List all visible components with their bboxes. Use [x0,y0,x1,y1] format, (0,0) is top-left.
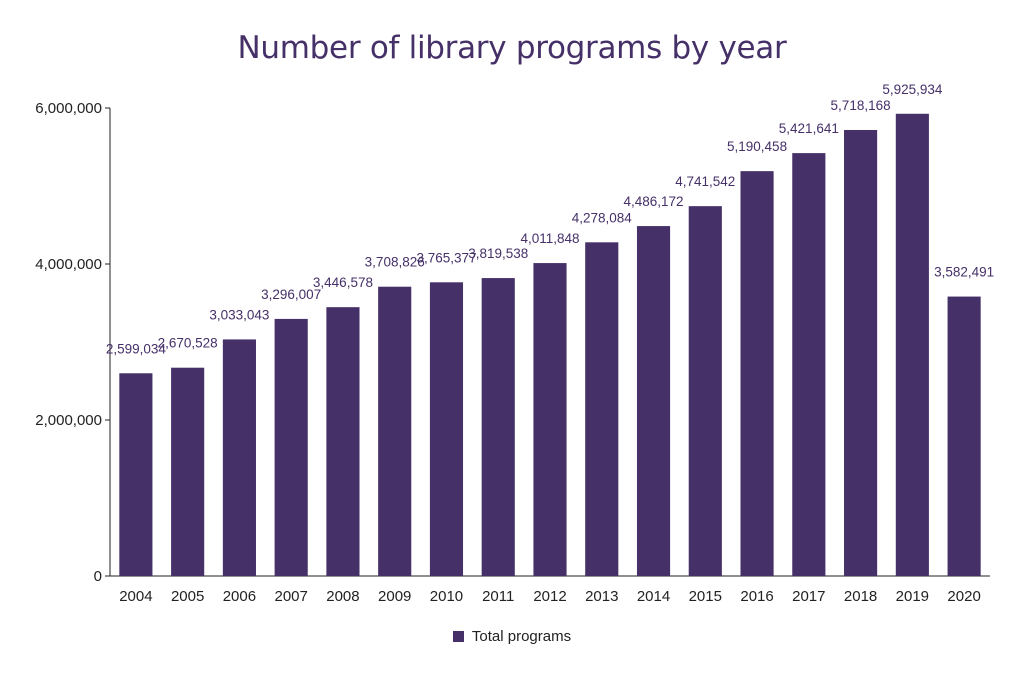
x-tick-label: 2014 [637,588,670,605]
bar [274,318,308,576]
x-tick-label: 2005 [171,588,204,605]
data-label: 4,486,172 [623,194,683,209]
x-tick-label: 2010 [430,588,463,605]
data-label: 4,278,084 [572,210,633,225]
x-tick-label: 2020 [947,588,980,605]
data-label: 5,925,934 [882,82,943,97]
x-tick-label: 2019 [896,588,929,605]
data-label: 4,011,848 [520,231,579,246]
x-tick-label: 2011 [482,588,514,605]
bar [740,171,774,576]
bar [171,367,205,576]
bar [844,129,878,576]
bars [119,113,981,576]
data-label: 3,446,578 [313,275,373,290]
x-tick-label: 2015 [689,588,722,605]
x-tick-label: 2016 [740,588,773,605]
bar [378,286,412,576]
bar [326,307,360,576]
x-tick-label: 2009 [378,588,411,605]
x-tick-label: 2004 [119,588,152,605]
bar [792,153,826,576]
bar [688,206,722,576]
data-label: 5,421,641 [779,121,839,136]
data-label: 3,708,826 [365,255,425,270]
y-tick-label: 0 [94,568,102,585]
data-label: 3,296,007 [261,287,321,302]
data-label: 5,718,168 [831,98,891,113]
data-label: 4,741,542 [675,174,735,189]
bar [636,226,671,576]
data-label: 3,819,538 [468,246,528,261]
x-tick-label: 2017 [792,588,825,605]
y-tick-label: 4,000,000 [35,256,102,273]
y-axis: 0 2,000,000 4,000,000 6,000,000 [35,100,111,585]
bar [222,339,256,576]
bar [533,263,567,576]
x-tick-label: 2006 [223,588,256,605]
x-axis: 2004 2005 2006 2007 2008 2009 2010 2011 2012 2013… [110,575,990,605]
bar [119,373,153,576]
chart-title: Number of library programs by year [237,30,787,66]
data-label: 3,033,043 [209,307,269,322]
bar [429,282,464,576]
bar [481,278,515,576]
data-label: 5,190,458 [727,139,787,154]
x-tick-label: 2007 [274,588,307,605]
x-tick-label: 2012 [533,588,566,605]
x-tick-label: 2008 [326,588,359,605]
x-tick-label: 2013 [585,588,618,605]
legend: Total programs [0,628,1024,645]
data-label: 3,765,377 [416,250,476,265]
bar [585,242,619,576]
y-tick-label: 6,000,000 [35,100,102,117]
bar [947,296,981,576]
data-label: 2,670,528 [158,336,218,351]
legend-label: Total programs [471,628,572,645]
legend-swatch [452,631,464,642]
bar [895,113,929,576]
data-label: 3,582,491 [934,265,994,280]
x-tick-label: 2018 [844,588,877,605]
y-tick-label: 2,000,000 [35,412,102,429]
data-label: 2,599,034 [106,341,167,356]
